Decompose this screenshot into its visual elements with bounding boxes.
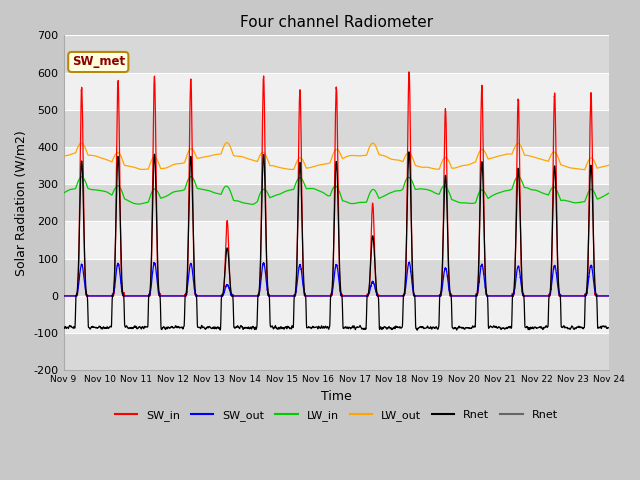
Bar xyxy=(63,110,609,147)
Bar xyxy=(63,36,609,72)
Bar xyxy=(63,72,609,110)
Bar xyxy=(63,296,609,333)
Title: Four channel Radiometer: Four channel Radiometer xyxy=(240,15,433,30)
Bar xyxy=(63,184,609,221)
Bar xyxy=(63,259,609,296)
Y-axis label: Solar Radiation (W/m2): Solar Radiation (W/m2) xyxy=(15,130,28,276)
Bar xyxy=(63,333,609,371)
Bar xyxy=(63,221,609,259)
Legend: SW_in, SW_out, LW_in, LW_out, Rnet, Rnet: SW_in, SW_out, LW_in, LW_out, Rnet, Rnet xyxy=(111,406,562,425)
Text: SW_met: SW_met xyxy=(72,56,125,69)
Bar xyxy=(63,147,609,184)
X-axis label: Time: Time xyxy=(321,390,352,403)
